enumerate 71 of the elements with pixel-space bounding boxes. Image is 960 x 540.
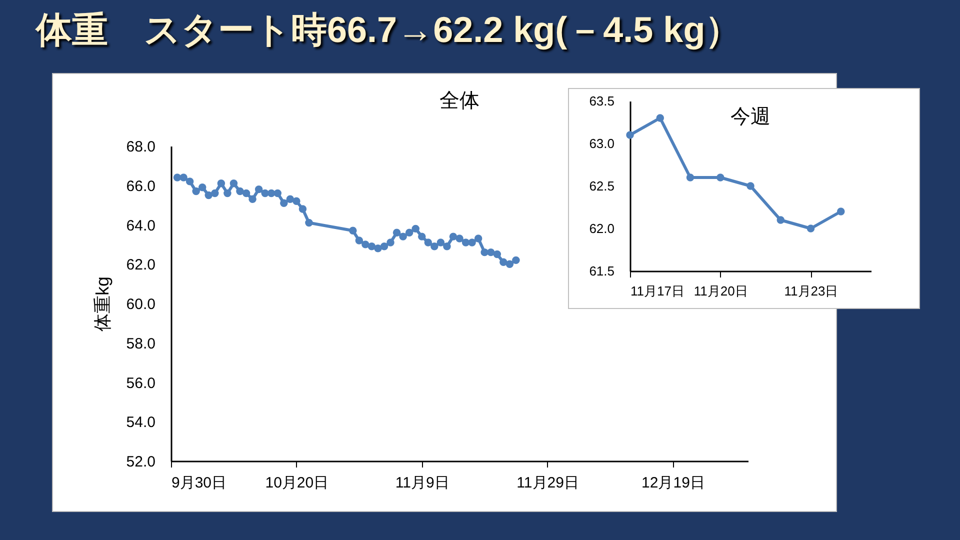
y-tick-label: 62.0 <box>126 256 156 274</box>
point <box>500 258 508 266</box>
point <box>386 238 394 246</box>
point <box>248 195 256 204</box>
point <box>474 234 482 242</box>
point <box>512 256 520 264</box>
y-tick-label: 63.5 <box>589 94 614 108</box>
point <box>436 238 445 246</box>
point <box>280 199 288 207</box>
y-axis-title: 体重kg <box>92 276 112 332</box>
chart-subtitle: 今週 <box>730 106 770 128</box>
y-tick-label: 52.0 <box>126 454 156 470</box>
point <box>486 248 495 256</box>
y-tick-label: 60.0 <box>126 296 156 313</box>
y-tick-label: 56.0 <box>126 374 156 392</box>
point <box>274 189 282 198</box>
point <box>198 183 206 192</box>
point <box>286 195 294 204</box>
point <box>217 180 226 188</box>
point <box>493 250 502 258</box>
point <box>186 178 194 186</box>
y-tick-label: 63.0 <box>589 136 614 151</box>
x-tick-label: 11月9日 <box>395 474 450 492</box>
point <box>380 242 388 250</box>
x-tick-label: 12月19日 <box>642 474 705 492</box>
point <box>443 242 451 250</box>
y-tick-label: 62.0 <box>589 221 614 236</box>
x-tick-label: 10月20日 <box>265 474 329 492</box>
point <box>412 224 420 233</box>
point <box>204 191 213 200</box>
point <box>418 232 426 240</box>
x-tick-label: 11月20日 <box>694 284 748 298</box>
point <box>211 189 219 198</box>
point <box>242 189 250 198</box>
point <box>392 228 401 236</box>
y-tick-label: 66.0 <box>126 178 156 195</box>
chart-subtitle: 全体 <box>440 90 480 112</box>
point <box>230 180 238 188</box>
x-tick-label: 11月29日 <box>516 474 579 492</box>
point <box>374 244 382 252</box>
point <box>430 242 438 250</box>
y-tick-label: 54.0 <box>126 414 156 432</box>
y-tick-label: 64.0 <box>126 217 156 234</box>
point <box>368 242 376 250</box>
point <box>405 228 414 236</box>
point <box>224 189 232 198</box>
point <box>506 260 514 268</box>
point <box>456 234 464 242</box>
point <box>236 187 244 196</box>
y-tick-label: 68.0 <box>126 138 156 156</box>
y-tick-label: 61.5 <box>589 264 614 278</box>
point <box>349 226 357 235</box>
chart-title: 体重 スタート時66.7→62.2 kg(－4.5 kg） <box>36 8 742 52</box>
x-tick-label: 11月23日 <box>784 284 838 298</box>
point <box>173 174 182 182</box>
point <box>449 232 458 240</box>
x-tick-label: 11月17日 <box>630 284 684 298</box>
y-tick-label: 62.5 <box>589 178 614 194</box>
point <box>180 174 188 182</box>
point <box>192 187 200 196</box>
y-tick-label: 58.0 <box>126 335 156 352</box>
x-tick-label: 9月30日 <box>172 474 227 492</box>
point <box>468 238 476 246</box>
point <box>355 236 364 244</box>
point <box>424 238 432 246</box>
point <box>292 197 300 205</box>
point <box>298 205 307 213</box>
point <box>399 232 407 240</box>
point <box>254 185 263 194</box>
point <box>305 218 313 227</box>
point <box>362 240 370 248</box>
